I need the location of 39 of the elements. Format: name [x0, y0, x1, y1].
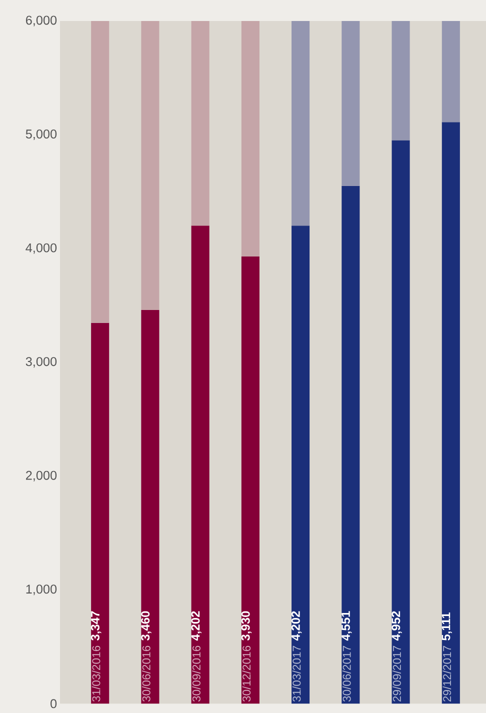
data-label: 4,952: [392, 611, 402, 641]
data-label: 3,347: [90, 611, 102, 641]
bar: [442, 20, 460, 122]
bar: [292, 20, 310, 226]
bar: [241, 20, 260, 257]
y-tick-label: 0: [50, 699, 57, 708]
bar: [442, 122, 460, 704]
x-tick-label: 30/06/2016: [142, 646, 150, 702]
y-tick-label: 4,000: [26, 243, 57, 254]
bar: [392, 140, 410, 704]
bar: [191, 20, 210, 226]
bar: [91, 322, 110, 704]
x-tick-label: 31/03/2016: [92, 646, 100, 702]
bar: [191, 226, 210, 704]
x-tick-label: 30/06/2017: [342, 646, 351, 702]
y-tick-label: 1,000: [26, 584, 57, 596]
data-label: 3,930: [241, 611, 252, 641]
x-tick-label: 29/12/2017: [442, 646, 452, 702]
bar: [342, 20, 360, 186]
data-label: 4,551: [342, 611, 352, 641]
bar: [91, 20, 110, 323]
y-tick-label: 2,000: [26, 470, 57, 482]
x-tick-label: 30/09/2016: [192, 646, 200, 702]
y-tick-label: 3,000: [26, 357, 57, 368]
x-tick-label: 30/12/2016: [242, 646, 251, 702]
data-label: 5,111: [442, 612, 452, 640]
bar: [342, 186, 360, 704]
x-tick-label: 31/03/2017: [292, 646, 301, 702]
y-tick-label: 6,000: [26, 16, 57, 26]
bar: [292, 226, 310, 704]
data-label: 3,460: [141, 611, 152, 641]
data-label: 4,202: [291, 611, 302, 641]
bar: [241, 256, 260, 704]
y-tick-label: 5,000: [26, 130, 57, 140]
bar: [141, 310, 160, 704]
data-label: 4,202: [191, 611, 202, 641]
bar: [141, 20, 160, 310]
bar: [392, 20, 410, 140]
x-tick-label: 29/09/2017: [392, 646, 401, 702]
